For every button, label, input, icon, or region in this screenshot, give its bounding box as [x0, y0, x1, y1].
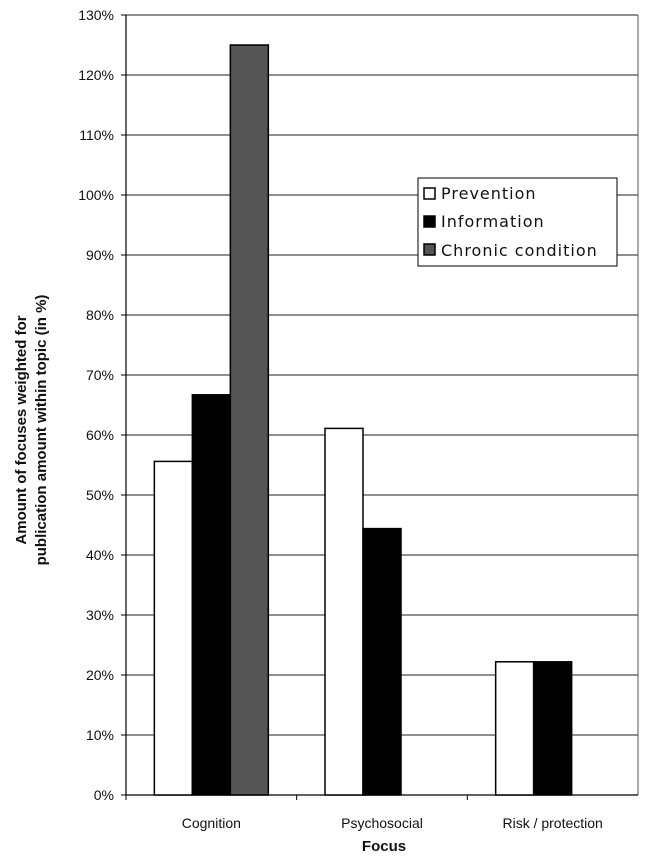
y-tick-label: 60%: [86, 427, 114, 443]
legend-box: [417, 177, 618, 267]
y-tick-label: 50%: [86, 487, 114, 503]
bar-prevention: [324, 427, 364, 796]
bar-prevention: [494, 661, 535, 796]
legend-swatch-information: [423, 215, 436, 228]
legend-label-information: Information: [441, 212, 545, 231]
y-tick-label: 20%: [86, 667, 114, 683]
x-axis-title: Focus: [362, 838, 406, 855]
bar-information: [532, 661, 573, 796]
x-category-label: Psychosocial: [341, 815, 423, 831]
y-tick-labels: 0% 10% 20% 30% 40% 50% 60% 70% 80% 90% 100% 110% 120…: [78, 7, 114, 803]
bar-information: [362, 527, 402, 796]
y-tick-label: 70%: [86, 367, 114, 383]
legend-label-prevention: Prevention: [441, 184, 537, 203]
legend-label-chronic-condition: Chronic condition: [441, 241, 598, 260]
y-tick-label: 80%: [86, 307, 114, 323]
x-category-label: Cognition: [182, 815, 241, 831]
y-tick-label: 90%: [86, 247, 114, 263]
bar-information: [191, 394, 232, 796]
bars: [153, 44, 573, 796]
y-tick-label: 40%: [86, 547, 114, 563]
x-category-label: Risk / protection: [502, 815, 602, 831]
y-tick-label: 130%: [78, 7, 114, 23]
y-tick-label: 10%: [86, 727, 114, 743]
legend: Prevention Information Chronic condition: [417, 177, 618, 267]
y-tick-label: 110%: [79, 127, 114, 143]
y-tick-label: 100%: [78, 187, 114, 203]
legend-swatch-chronic-condition: [423, 243, 436, 256]
y-tick-label: 0%: [94, 787, 114, 803]
y-tick-label: 30%: [86, 607, 114, 623]
y-axis-title-line-2: publication amount within topic (in %): [33, 295, 50, 566]
y-tick-label: 120%: [78, 67, 114, 83]
y-axis-title-line-1: Amount of focuses weighted for: [13, 315, 30, 544]
x-category-labels: Cognition Psychosocial Risk / protection: [182, 815, 603, 831]
bar-prevention: [153, 460, 194, 796]
bar-chronic-condition: [229, 44, 270, 796]
legend-swatch-prevention: [423, 187, 436, 200]
